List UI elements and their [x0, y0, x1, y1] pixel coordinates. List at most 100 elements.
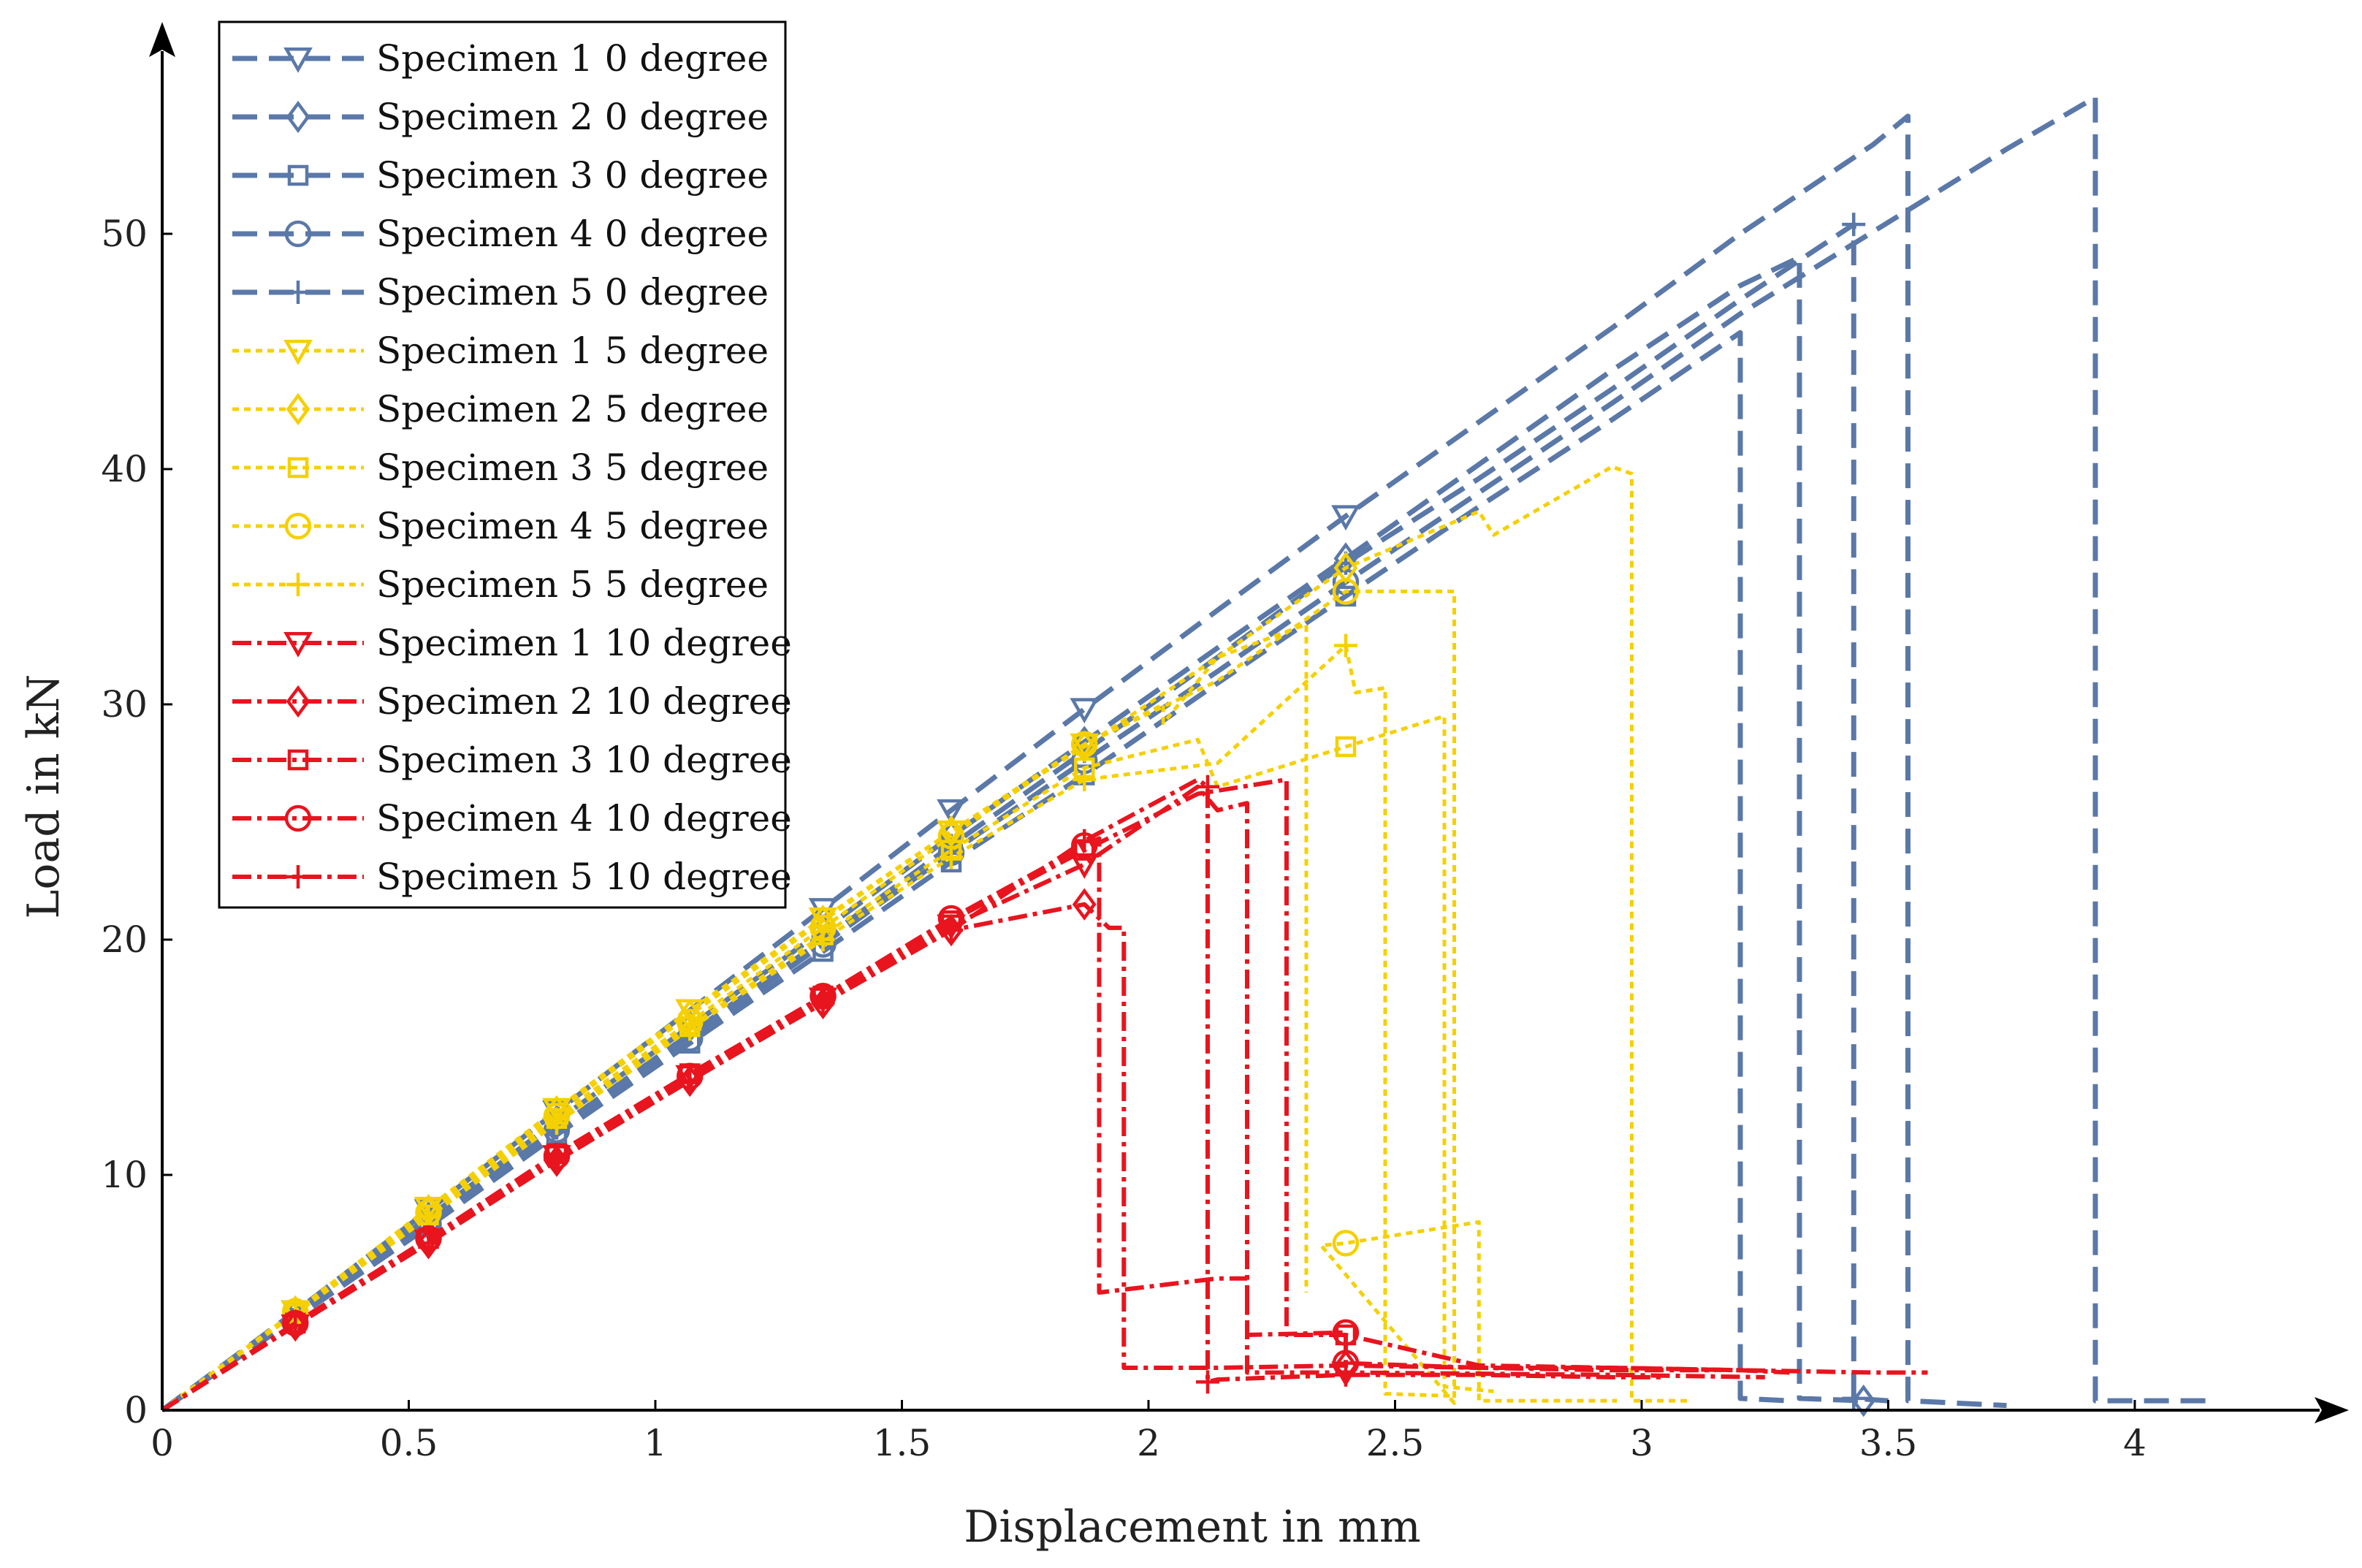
data-point-square-icon — [1335, 736, 1357, 758]
legend-item: Specimen 2 0 degree — [232, 96, 769, 138]
legend-label: Specimen 1 5 degree — [376, 330, 769, 372]
legend-triangle-down-icon — [283, 339, 313, 365]
data-point-plus-icon — [416, 1205, 441, 1229]
legend-label: Specimen 3 5 degree — [376, 446, 769, 489]
legend-label: Specimen 5 5 degree — [376, 563, 769, 606]
data-point-plus-icon — [545, 1149, 568, 1173]
data-point-plus-icon — [1842, 213, 1866, 237]
legend-item: Specimen 4 5 degree — [232, 505, 769, 547]
legend-label: Specimen 1 10 degree — [376, 622, 792, 664]
y-tick-label: 50 — [101, 213, 148, 255]
legend-label: Specimen 5 0 degree — [376, 271, 769, 313]
legend-square-icon — [287, 749, 309, 771]
legend-label: Specimen 3 0 degree — [376, 154, 769, 197]
legend-label: Specimen 2 0 degree — [376, 96, 769, 138]
data-point-triangle-down-icon — [1070, 853, 1100, 879]
data-point-plus-icon — [1196, 775, 1219, 799]
x-axis-arrow-icon — [2315, 1397, 2349, 1423]
data-point-plus-icon — [811, 928, 835, 951]
data-point-plus-icon — [678, 1069, 702, 1093]
legend-item: Specimen 1 0 degree — [232, 37, 769, 80]
data-point-circle-icon — [1332, 578, 1360, 605]
legend-item: Specimen 3 10 degree — [232, 739, 792, 781]
legend-diamond-icon — [286, 100, 311, 134]
data-point-plus-icon — [545, 1111, 568, 1135]
y-tick-label: 0 — [124, 1389, 148, 1431]
legend-diamond-icon — [286, 392, 311, 426]
legend-circle-icon — [284, 512, 312, 540]
plot-area — [160, 94, 2209, 1417]
series-line — [161, 777, 1666, 1412]
legend-square-icon — [287, 164, 309, 186]
series-line — [161, 465, 1691, 1412]
legend-item: Specimen 1 5 degree — [232, 330, 769, 372]
legend-plus-icon — [286, 281, 310, 304]
legend-item: Specimen 1 10 degree — [232, 622, 792, 664]
legend-label: Specimen 3 10 degree — [376, 739, 792, 781]
x-tick-label: 4 — [2123, 1422, 2146, 1464]
series-line — [160, 113, 2007, 1412]
data-point-plus-icon — [811, 991, 835, 1015]
x-tick-label: 2.5 — [1366, 1422, 1425, 1464]
series-line — [160, 254, 1864, 1412]
legend-item: Specimen 2 10 degree — [232, 680, 792, 723]
legend: Specimen 1 0 degree Specimen 2 0 degree Sp… — [218, 20, 792, 909]
data-point-triangle-down-icon — [1070, 698, 1100, 724]
data-point-plus-icon — [678, 1017, 702, 1041]
data-point-diamond-icon — [1851, 1384, 1876, 1417]
data-point-plus-icon — [940, 918, 963, 943]
series-15 — [161, 775, 1666, 1412]
legend-circle-icon — [284, 220, 312, 248]
legend-item: Specimen 5 0 degree — [232, 271, 769, 313]
data-point-diamond-icon — [677, 1065, 702, 1097]
data-point-plus-icon — [416, 1231, 441, 1255]
legend-square-icon — [287, 457, 309, 479]
series-line — [161, 902, 1716, 1412]
data-point-circle-icon — [1071, 731, 1098, 758]
y-tick-label: 30 — [101, 683, 148, 726]
series-line — [161, 714, 1494, 1412]
legend-item: Specimen 3 0 degree — [232, 154, 769, 197]
x-tick-label: 2 — [1137, 1422, 1160, 1464]
data-point-plus-icon — [1842, 1386, 1866, 1410]
y-tick-label: 20 — [101, 918, 148, 961]
legend-diamond-icon — [286, 685, 311, 718]
legend-plus-icon — [286, 573, 310, 596]
data-point-plus-icon — [1334, 633, 1357, 658]
data-point-triangle-down-icon — [937, 799, 966, 825]
series-line — [161, 589, 1618, 1412]
axes — [149, 22, 2349, 1423]
series-14 — [161, 831, 1790, 1412]
legend-label: Specimen 1 0 degree — [376, 37, 769, 80]
x-tick-label: 3 — [1630, 1422, 1653, 1464]
legend-label: Specimen 4 0 degree — [376, 213, 769, 255]
data-point-triangle-down-icon — [1331, 505, 1360, 531]
x-tick-label: 3.5 — [1859, 1422, 1918, 1464]
x-axis-title: Displacement in mm — [964, 1502, 1421, 1553]
legend-label: Specimen 4 5 degree — [376, 505, 769, 547]
series-line — [161, 777, 1928, 1412]
x-tick-label: 0.5 — [380, 1422, 438, 1464]
series-line — [160, 221, 1889, 1412]
legend-item: Specimen 4 10 degree — [232, 797, 792, 840]
data-point-diamond-icon — [1072, 888, 1097, 921]
legend-plus-icon — [286, 865, 310, 888]
data-point-circle-icon — [1332, 1230, 1360, 1257]
legend-circle-icon — [284, 804, 312, 832]
y-tick-label: 10 — [101, 1154, 148, 1196]
legend-label: Specimen 4 10 degree — [376, 797, 792, 840]
legend-label: Specimen 5 10 degree — [376, 856, 792, 898]
y-axis-arrow-icon — [149, 22, 175, 57]
legend-label: Specimen 2 10 degree — [376, 680, 792, 723]
data-point-plus-icon — [1073, 768, 1097, 792]
data-point-plus-icon — [1073, 829, 1097, 853]
data-point-circle-icon — [1332, 1319, 1360, 1346]
x-tick-label: 1 — [644, 1422, 667, 1464]
legend-item: Specimen 5 10 degree — [232, 856, 792, 898]
legend-item: Specimen 2 5 degree — [232, 388, 769, 430]
legend-label: Specimen 2 5 degree — [376, 388, 769, 430]
y-axis-title: Load in kN — [18, 674, 69, 919]
x-tick-label: 0 — [151, 1422, 174, 1464]
